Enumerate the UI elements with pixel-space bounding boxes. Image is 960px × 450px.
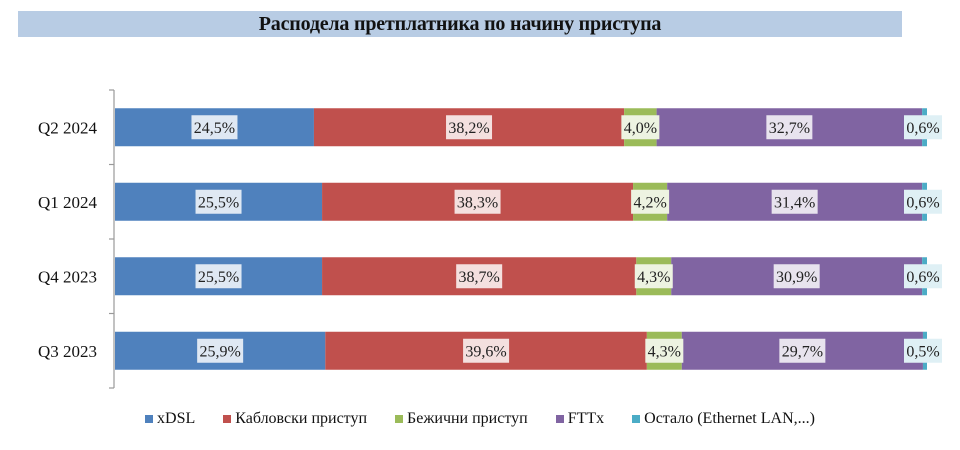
legend-item: Бежични приступ [395, 410, 528, 428]
data-label: 31,4% [771, 189, 818, 214]
data-label-text: 25,5% [198, 269, 239, 286]
data-label-bg [766, 115, 813, 140]
legend-label: Бежични приступ [407, 410, 528, 427]
data-label: 4,3% [634, 264, 673, 289]
data-label-bg [904, 338, 942, 363]
data-label-text: 38,7% [459, 269, 500, 286]
data-label: 32,7% [766, 115, 813, 140]
data-label: 4,3% [645, 338, 684, 363]
data-label-bg [195, 264, 242, 289]
data-label-bg [191, 115, 238, 140]
data-label-text: 4,3% [648, 343, 681, 360]
data-label-text: 32,7% [769, 120, 810, 137]
data-label: 0,6% [904, 264, 942, 289]
data-label-text: 4,3% [637, 269, 670, 286]
data-label-text: 38,3% [457, 194, 498, 211]
bars-layer [115, 108, 927, 370]
legend-label: xDSL [157, 410, 196, 427]
data-label-bg [779, 338, 826, 363]
legend-swatch-icon [223, 415, 232, 423]
legend-item: xDSL [145, 410, 195, 428]
data-label-text: 29,7% [782, 343, 823, 360]
data-label-bg [771, 189, 818, 214]
data-label: 38,2% [446, 115, 493, 140]
data-label-text: 0,6% [906, 120, 939, 137]
data-label-bg [195, 189, 242, 214]
data-label: 25,9% [197, 338, 244, 363]
legend-label: Остало (Ethernet LAN,...) [644, 410, 815, 427]
data-label-bg [904, 264, 942, 289]
data-label-bg [631, 189, 670, 214]
legend-item: Остало (Ethernet LAN,...) [632, 410, 815, 428]
category-label: Q1 2024 [38, 193, 98, 212]
category-axis: Q2 2024 Q1 2024 Q4 2023 Q3 2023 [38, 89, 115, 389]
data-label: 0,6% [904, 115, 942, 140]
data-label-text: 25,9% [199, 343, 240, 360]
data-label-text: 4,2% [633, 194, 666, 211]
data-label-text: 38,2% [448, 120, 489, 137]
data-label: 39,6% [463, 338, 510, 363]
legend-swatch-icon [555, 415, 564, 423]
data-label: 38,3% [454, 189, 501, 214]
data-label-text: 0,6% [906, 269, 939, 286]
data-label-text: 24,5% [194, 120, 235, 137]
data-label: 38,7% [456, 264, 503, 289]
legend-swatch-icon [632, 415, 641, 423]
data-label-bg [645, 338, 684, 363]
data-label-text: 0,6% [906, 194, 939, 211]
data-label-bg [446, 115, 493, 140]
data-label: 29,7% [779, 338, 826, 363]
legend-label: Кабловски приступ [235, 410, 368, 427]
data-label: 30,9% [773, 264, 820, 289]
data-label-text: 31,4% [774, 194, 815, 211]
data-label-bg [904, 189, 942, 214]
data-label-text: 39,6% [465, 343, 506, 360]
data-label-bg [621, 115, 660, 140]
data-label-text: 4,0% [624, 120, 657, 137]
data-label: 25,5% [195, 189, 242, 214]
data-label: 24,5% [191, 115, 238, 140]
chart-title-band: Расподела претплатника по начину приступ… [18, 11, 902, 37]
data-label: 25,5% [195, 264, 242, 289]
data-label-text: 0,5% [906, 343, 939, 360]
data-label-text: 25,5% [198, 194, 239, 211]
data-label-bg [456, 264, 503, 289]
legend-label: FTTx [567, 410, 605, 427]
data-label: 0,6% [904, 189, 942, 214]
data-label-bg [773, 264, 820, 289]
data-label-bg [904, 115, 942, 140]
data-label-bg [463, 338, 510, 363]
chart-legend: xDSL Кабловски приступ Бежични приступ FTTx… [0, 410, 960, 428]
legend-swatch-icon [395, 415, 404, 423]
data-label-bg [197, 338, 244, 363]
chart-title: Расподела претплатника по начину приступ… [258, 13, 662, 35]
data-label-text: 30,9% [776, 269, 817, 286]
data-label-bg [634, 264, 673, 289]
data-label: 4,0% [621, 115, 660, 140]
category-label: Q3 2023 [38, 342, 97, 361]
category-label: Q4 2023 [38, 267, 97, 286]
data-label: 4,2% [631, 189, 670, 214]
legend-item: Кабловски приступ [223, 410, 367, 428]
data-labels-layer: 24,5% 38,2% 4,0% 32,7% 0,6% 25,5% 38,3% 4,2% 31,… [191, 115, 942, 363]
legend-item: FTTx [555, 410, 605, 428]
data-label-bg [454, 189, 501, 214]
legend-swatch-icon [145, 415, 154, 423]
data-label: 0,5% [904, 338, 942, 363]
category-label: Q2 2024 [38, 118, 98, 137]
